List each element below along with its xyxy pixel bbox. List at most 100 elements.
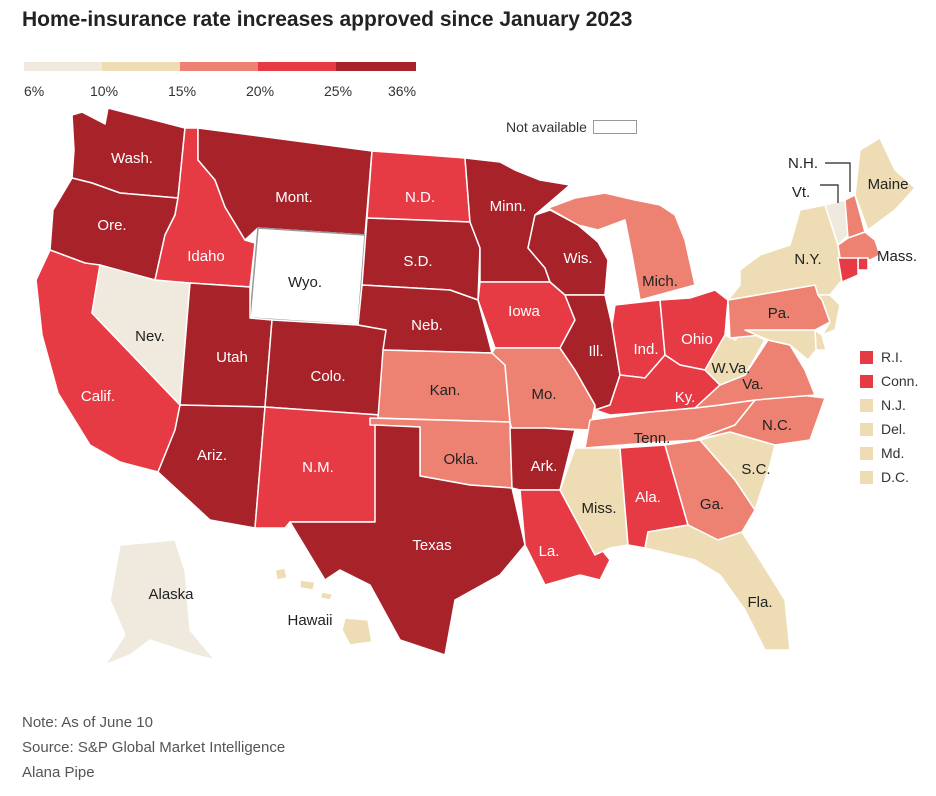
legend-tick: 36% [388, 83, 417, 99]
leader-line-nh [825, 162, 851, 192]
small-state-swatch [860, 422, 873, 436]
state-ak[interactable] [104, 539, 216, 666]
note-text: Note: As of June 10 [22, 714, 153, 731]
legend-tick: 15% [168, 83, 197, 99]
small-state-swatch [860, 398, 873, 412]
credit-text: Alana Pipe [22, 764, 95, 781]
source-text: Source: S&P Global Market Intelligence [22, 739, 286, 756]
label-pa: Pa. [768, 305, 791, 322]
state-hi-4[interactable] [341, 617, 373, 646]
small-state-item[interactable]: N.J. [860, 394, 918, 416]
small-state-item[interactable]: Del. [860, 418, 918, 440]
label-fl: Fla. [747, 594, 772, 611]
footnotes: Note: As of June 10 Source: S&P Global M… [22, 710, 285, 785]
small-states-legend: R.I. Conn. N.J. Del. Md. D.C. [860, 346, 918, 490]
small-state-swatch [860, 374, 873, 388]
label-me: Maine [868, 176, 909, 193]
label-or: Ore. [97, 217, 126, 234]
label-ma: Mass. [877, 248, 917, 265]
state-hi-3[interactable] [319, 591, 334, 601]
legend-tick: 10% [90, 83, 119, 99]
legend-bin-15-20 [180, 62, 258, 71]
state-md[interactable] [744, 329, 817, 361]
label-al: Ala. [635, 489, 661, 506]
label-ak: Alaska [148, 586, 194, 603]
small-state-label: D.C. [881, 469, 909, 485]
chart-title: Home-insurance rate increases approved s… [22, 8, 633, 31]
small-state-label: Md. [881, 445, 905, 461]
label-ny: N.Y. [794, 251, 821, 268]
label-wa: Wash. [111, 150, 153, 167]
label-ok: Okla. [443, 451, 478, 468]
legend-bar [24, 62, 416, 71]
state-ny[interactable] [727, 204, 843, 301]
label-il: Ill. [589, 343, 604, 360]
label-hi: Hawaii [287, 612, 332, 629]
state-me[interactable] [854, 137, 916, 231]
label-tx: Texas [412, 537, 451, 554]
label-nc: N.C. [762, 417, 792, 434]
label-wy: Wyo. [288, 274, 322, 291]
label-mi: Mich. [642, 273, 678, 290]
label-nd: N.D. [405, 189, 435, 206]
small-state-swatch [860, 470, 873, 484]
state-fl[interactable] [644, 524, 791, 651]
label-va: Va. [742, 376, 763, 393]
label-nm: N.M. [302, 459, 334, 476]
legend-bin-10-15 [102, 62, 180, 71]
legend-ticks: 6% 10% 15% 20% 25% 36% [24, 71, 416, 99]
label-ca: Calif. [81, 388, 115, 405]
state-nj[interactable] [817, 294, 841, 336]
label-sc: S.C. [741, 461, 770, 478]
label-oh: Ohio [681, 331, 713, 348]
legend-tick: 20% [246, 83, 275, 99]
label-la: La. [539, 543, 560, 560]
legend-bin-25-36 [336, 62, 416, 71]
small-state-swatch [860, 350, 873, 364]
label-wi: Wis. [563, 250, 592, 267]
state-tx[interactable] [289, 424, 526, 656]
small-state-swatch [860, 446, 873, 460]
state-hi-1[interactable] [274, 567, 288, 581]
label-co: Colo. [310, 368, 345, 385]
state-ct[interactable] [837, 257, 859, 283]
label-az: Ariz. [197, 447, 227, 464]
state-nd[interactable] [366, 150, 471, 223]
us-map: Wash. Ore. Idaho Mont. Wyo. Nev. Calif. … [35, 107, 917, 666]
label-sd: S.D. [403, 253, 432, 270]
legend-tick: 25% [324, 83, 353, 99]
state-hi-2[interactable] [299, 579, 316, 591]
small-state-item[interactable]: Conn. [860, 370, 918, 392]
small-state-item[interactable]: D.C. [860, 466, 918, 488]
label-in: Ind. [633, 341, 658, 358]
small-state-label: R.I. [881, 349, 903, 365]
label-ut: Utah [216, 349, 248, 366]
label-mo: Mo. [531, 386, 556, 403]
state-va[interactable] [694, 339, 816, 409]
label-ky: Ky. [675, 389, 696, 406]
not-available-swatch [592, 120, 637, 134]
color-legend: 6% 10% 15% 20% 25% 36% [24, 62, 416, 99]
label-ga: Ga. [700, 496, 724, 513]
label-ar: Ark. [531, 458, 558, 475]
small-state-item[interactable]: R.I. [860, 346, 918, 368]
label-vt: Vt. [792, 184, 810, 201]
small-state-label: Del. [881, 421, 906, 437]
label-nv: Nev. [135, 328, 165, 345]
label-mt: Mont. [275, 189, 313, 206]
state-ri[interactable] [857, 257, 869, 271]
label-mn: Minn. [490, 198, 527, 215]
state-nc[interactable] [694, 394, 826, 446]
label-id: Idaho [187, 248, 225, 265]
label-nh: N.H. [788, 155, 818, 172]
label-ne: Neb. [411, 317, 443, 334]
legend-tick: 6% [24, 83, 45, 99]
label-ks: Kan. [430, 382, 461, 399]
small-state-label: Conn. [881, 373, 919, 389]
small-state-item[interactable]: Md. [860, 442, 918, 464]
small-state-label: N.J. [881, 397, 906, 413]
not-available-label: Not available [506, 119, 587, 135]
label-ia: Iowa [508, 303, 540, 320]
state-mi[interactable] [547, 192, 696, 301]
